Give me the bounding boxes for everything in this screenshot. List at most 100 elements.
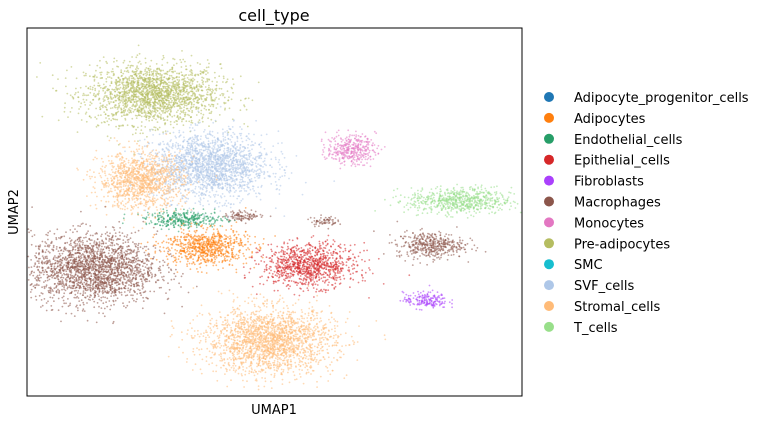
point [184, 113, 187, 116]
point [237, 158, 240, 161]
point [126, 113, 128, 115]
point [177, 83, 180, 86]
point [199, 186, 202, 189]
point [162, 99, 165, 102]
point [127, 187, 130, 190]
point [66, 69, 68, 72]
point [229, 152, 231, 155]
point [163, 157, 166, 159]
point [207, 168, 210, 171]
point [136, 109, 139, 112]
point [152, 81, 155, 84]
point [75, 77, 78, 80]
point [162, 112, 164, 114]
point [141, 193, 144, 196]
point [176, 78, 179, 81]
point [204, 70, 207, 72]
point [247, 97, 250, 100]
point [232, 164, 235, 167]
point [189, 151, 192, 153]
point [169, 92, 172, 94]
point [157, 83, 160, 86]
point [215, 96, 218, 99]
point [241, 159, 244, 162]
point [140, 86, 143, 89]
point [194, 95, 197, 97]
point [173, 105, 176, 108]
point [108, 76, 111, 78]
point [182, 169, 185, 172]
point [224, 136, 227, 139]
point [121, 74, 123, 77]
point [128, 79, 131, 82]
point [137, 81, 140, 84]
point [168, 74, 171, 77]
point [207, 174, 210, 177]
point [76, 131, 79, 134]
point [137, 152, 140, 155]
point [106, 109, 108, 111]
point [179, 98, 182, 100]
point [247, 182, 250, 185]
point [124, 163, 127, 165]
point [213, 166, 216, 168]
point [109, 95, 112, 98]
point [179, 150, 182, 152]
point [260, 154, 263, 157]
point [223, 147, 226, 150]
point [95, 149, 98, 152]
point [201, 120, 204, 123]
point [92, 94, 95, 97]
point [217, 186, 220, 189]
point [197, 102, 199, 105]
point [184, 177, 187, 179]
point [190, 68, 193, 71]
point [186, 162, 188, 165]
point [179, 103, 182, 106]
point [225, 159, 228, 162]
point [211, 80, 214, 83]
point [204, 194, 207, 197]
point [133, 109, 136, 111]
point [172, 142, 174, 145]
point [152, 90, 155, 92]
point [108, 159, 110, 162]
point [228, 191, 231, 194]
point [125, 67, 128, 70]
point [176, 72, 178, 75]
point [104, 174, 107, 177]
point [133, 100, 136, 103]
point [207, 72, 209, 74]
point [145, 105, 148, 108]
point [164, 177, 167, 180]
point [136, 65, 139, 67]
point [155, 74, 158, 77]
point [120, 201, 122, 204]
point [98, 84, 101, 87]
point [258, 174, 261, 177]
point [197, 122, 200, 125]
point [136, 181, 139, 184]
point [99, 108, 102, 111]
point [154, 94, 157, 96]
point [193, 97, 195, 100]
point [107, 195, 109, 198]
point [144, 93, 147, 96]
point [259, 172, 261, 175]
point [112, 72, 115, 75]
point [248, 186, 250, 189]
point [177, 118, 180, 121]
point [173, 98, 176, 101]
point [208, 78, 211, 81]
point [159, 208, 162, 210]
point [163, 119, 166, 121]
point [181, 205, 184, 208]
point [82, 178, 85, 181]
point [191, 149, 194, 152]
point [118, 95, 121, 97]
point [206, 79, 209, 81]
point [132, 79, 135, 82]
point [160, 189, 162, 192]
point [110, 113, 113, 115]
point [102, 83, 105, 86]
